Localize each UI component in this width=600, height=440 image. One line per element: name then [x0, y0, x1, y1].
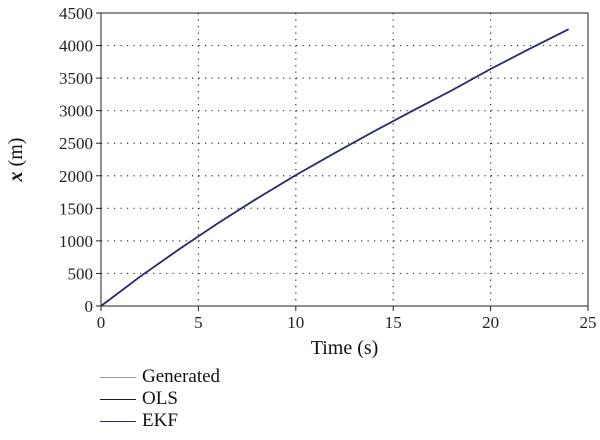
y-axis-label: x (m)	[5, 138, 27, 183]
y-tick-label: 500	[68, 264, 94, 283]
y-axis-label-unit: (m)	[5, 138, 27, 172]
y-tick-label: 3000	[59, 102, 93, 121]
plot-frame	[100, 12, 589, 307]
legend-swatch	[100, 398, 136, 400]
y-tick-label: 0	[85, 297, 94, 316]
series-lines	[100, 28, 569, 307]
y-axis-label-var: x	[5, 171, 27, 182]
legend-label: OLS	[142, 388, 178, 409]
y-tick-label: 2500	[59, 134, 93, 153]
series-line-ols	[100, 28, 569, 307]
x-tick-label: 25	[580, 313, 597, 332]
legend-label: Generated	[142, 366, 221, 387]
legend-swatch	[100, 376, 136, 378]
x-tick-label: 20	[482, 313, 499, 332]
legend-item-ols: OLS	[100, 388, 220, 410]
legend: Generated OLS EKF	[100, 366, 220, 432]
x-tick-label: 5	[194, 313, 203, 332]
series-line-ekf	[100, 28, 569, 307]
legend-item-ekf: EKF	[100, 410, 220, 432]
y-tick-label: 1500	[59, 199, 93, 218]
legend-swatch	[100, 420, 136, 422]
legend-item-generated: Generated	[100, 366, 220, 388]
x-tick-label: 15	[385, 313, 402, 332]
legend-label: EKF	[142, 410, 178, 431]
ticks: 0 5 10 15 20 25 0 500 1000 1500 2000 2500 3000 3500 40…	[59, 4, 597, 332]
y-tick-label: 1000	[59, 232, 93, 251]
y-tick-label: 4000	[59, 37, 93, 56]
y-tick-label: 3500	[59, 69, 93, 88]
series-line-generated	[100, 28, 569, 307]
x-axis-label: Time (s)	[311, 337, 379, 359]
y-tick-label: 2000	[59, 167, 93, 186]
y-tick-label: 4500	[59, 4, 93, 23]
x-tick-label: 10	[287, 313, 304, 332]
x-tick-label: 0	[97, 313, 106, 332]
